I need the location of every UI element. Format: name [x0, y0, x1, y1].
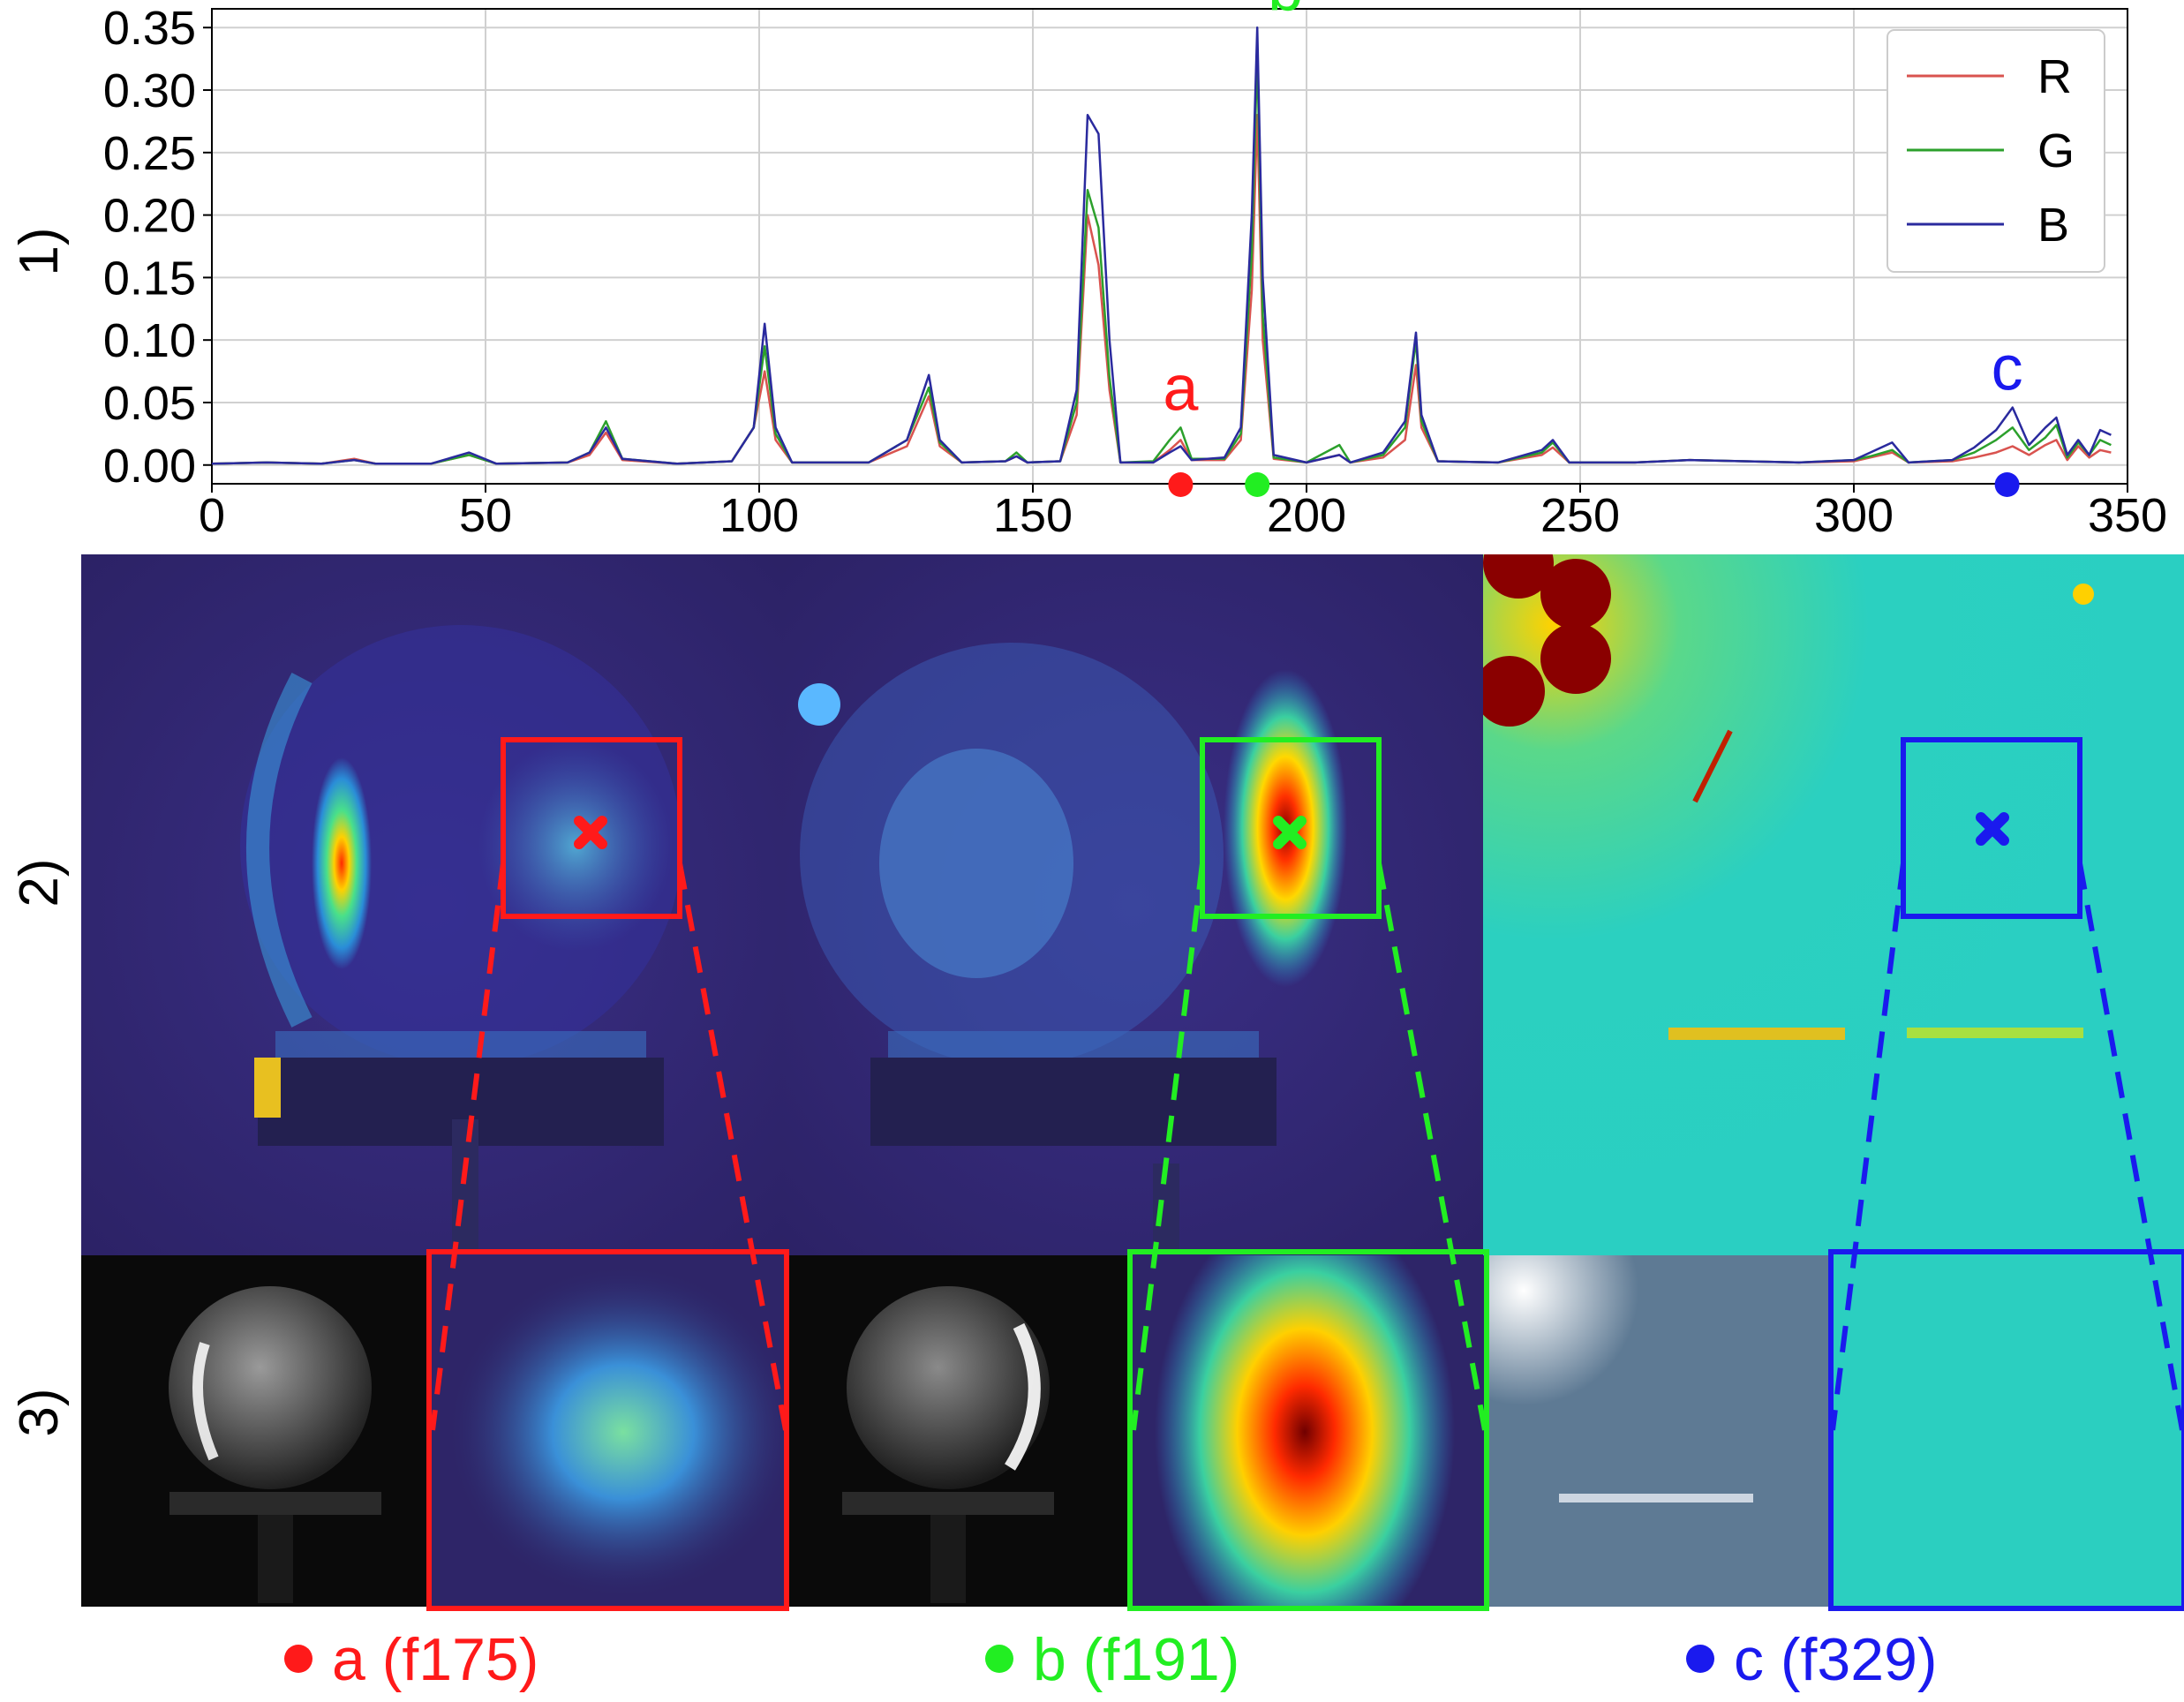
caption-b-text: b (f191)	[1033, 1626, 1240, 1693]
panel-a-rgb	[81, 1255, 429, 1607]
series-line-R	[211, 114, 2112, 465]
y-tick-label: 0.35	[103, 2, 196, 55]
y-tick-label: 0.15	[103, 252, 196, 305]
caption-c-text: c (f329)	[1734, 1626, 1938, 1693]
panel-a-frame	[81, 554, 782, 1255]
panel-c-zoom	[1829, 1255, 2184, 1607]
legend-label-R: R	[2037, 50, 2072, 103]
frame-marker-label-c: c	[1992, 334, 2023, 404]
caption-b: b (f191)	[985, 1624, 1239, 1695]
caption-c: c (f329)	[1686, 1624, 1938, 1695]
caption-dot-b	[985, 1645, 1013, 1674]
frame-marker-dot-c	[1994, 472, 2020, 497]
y-tick-label: 0.05	[103, 377, 196, 430]
frame-marker-dot-a	[1168, 472, 1194, 497]
x-tick-label: 350	[2088, 489, 2167, 542]
panel-b-frame	[782, 554, 1483, 1255]
row-label-2: 2)	[9, 858, 70, 907]
y-tick-label: 0.00	[103, 440, 196, 493]
chart-ticks: 0 50 100 150 200 250 300 350 0.00 0.05 0.10 0.15 0.2…	[103, 2, 2167, 542]
row-label-3: 3)	[9, 1388, 70, 1437]
y-tick-label: 0.20	[103, 190, 196, 243]
intensity-line-chart: 0 50 100 150 200 250 300 350 0.00 0.05 0.10 0.15 0.2…	[103, 0, 2167, 542]
x-tick-label: 0	[199, 489, 225, 542]
x-tick-label: 100	[719, 489, 799, 542]
series-line-B	[211, 26, 2112, 465]
x-tick-label: 300	[1814, 489, 1894, 542]
chart-markers: a b c	[1163, 0, 2023, 497]
caption-a: a (f175)	[284, 1624, 538, 1695]
chart-legend: RGB	[1887, 29, 2105, 273]
chart-grid	[211, 9, 2128, 484]
y-tick-label: 0.10	[103, 314, 196, 367]
panel-c-frame	[1483, 554, 2184, 1255]
caption-dot-c	[1686, 1645, 1714, 1674]
caption-a-text: a (f175)	[332, 1626, 539, 1693]
x-tick-label: 250	[1540, 489, 1620, 542]
legend-label-G: G	[2037, 124, 2075, 177]
y-tick-label: 0.30	[103, 64, 196, 117]
caption-dot-a	[284, 1645, 313, 1674]
y-tick-label: 0.25	[103, 127, 196, 180]
frame-marker-label-b: b	[1268, 0, 1303, 24]
legend-label-B: B	[2037, 199, 2069, 252]
x-tick-label: 200	[1267, 489, 1346, 542]
panel-a-zoom	[429, 1255, 789, 1607]
x-tick-label: 150	[993, 489, 1073, 542]
panel-b-zoom	[1128, 1255, 1488, 1607]
frame-marker-dot-b	[1245, 472, 1270, 497]
x-tick-label: 50	[459, 489, 512, 542]
panel-c-rgb	[1488, 1255, 1829, 1607]
panel-b-rgb	[789, 1255, 1128, 1607]
chart-series	[211, 26, 2112, 465]
frame-marker-label-a: a	[1163, 353, 1199, 424]
